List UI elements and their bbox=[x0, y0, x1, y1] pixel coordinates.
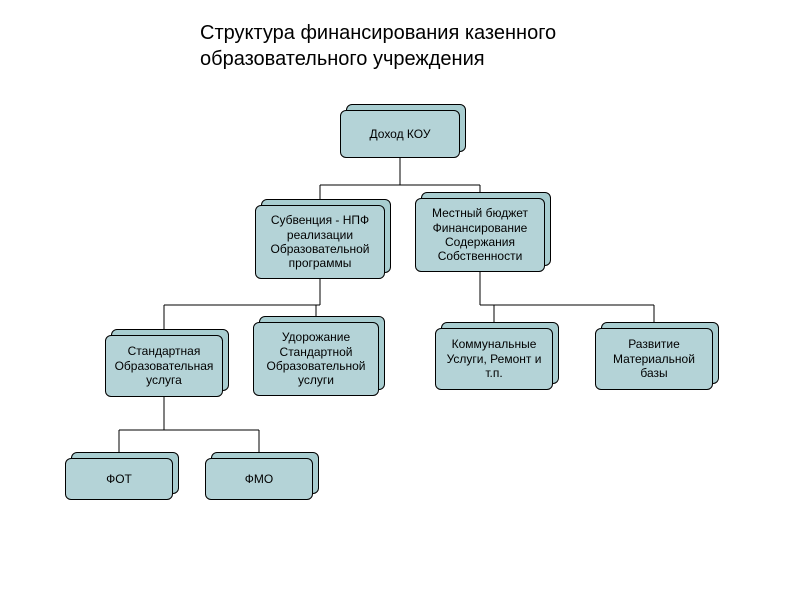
node-l3c: Коммунальные Услуги, Ремонт и т.п. bbox=[435, 328, 553, 390]
node-label: ФОТ bbox=[65, 458, 173, 500]
node-label: Доход КОУ bbox=[340, 110, 460, 158]
node-label: ФМО bbox=[205, 458, 313, 500]
title-line2: образовательного учреждения bbox=[200, 48, 485, 70]
node-l2a: Субвенция - НПФ реализации Образовательн… bbox=[255, 205, 385, 279]
node-l3a: Стандартная Образовательная услуга bbox=[105, 335, 223, 397]
node-label: Местный бюджет Финансирование Содержания… bbox=[415, 198, 545, 272]
node-l4b: ФМО bbox=[205, 458, 313, 500]
node-l3b: Удорожание Стандартной Образовательной у… bbox=[253, 322, 379, 396]
node-label: Стандартная Образовательная услуга bbox=[105, 335, 223, 397]
diagram-title: Структура финансирования казенного образ… bbox=[200, 20, 556, 72]
title-line1: Структура финансирования казенного bbox=[200, 22, 556, 44]
node-label: Удорожание Стандартной Образовательной у… bbox=[253, 322, 379, 396]
node-l4a: ФОТ bbox=[65, 458, 173, 500]
node-label: Субвенция - НПФ реализации Образовательн… bbox=[255, 205, 385, 279]
node-l3d: Развитие Материальной базы bbox=[595, 328, 713, 390]
node-label: Коммунальные Услуги, Ремонт и т.п. bbox=[435, 328, 553, 390]
node-l2b: Местный бюджет Финансирование Содержания… bbox=[415, 198, 545, 272]
connector-layer bbox=[0, 0, 800, 600]
node-label: Развитие Материальной базы bbox=[595, 328, 713, 390]
node-root: Доход КОУ bbox=[340, 110, 460, 158]
